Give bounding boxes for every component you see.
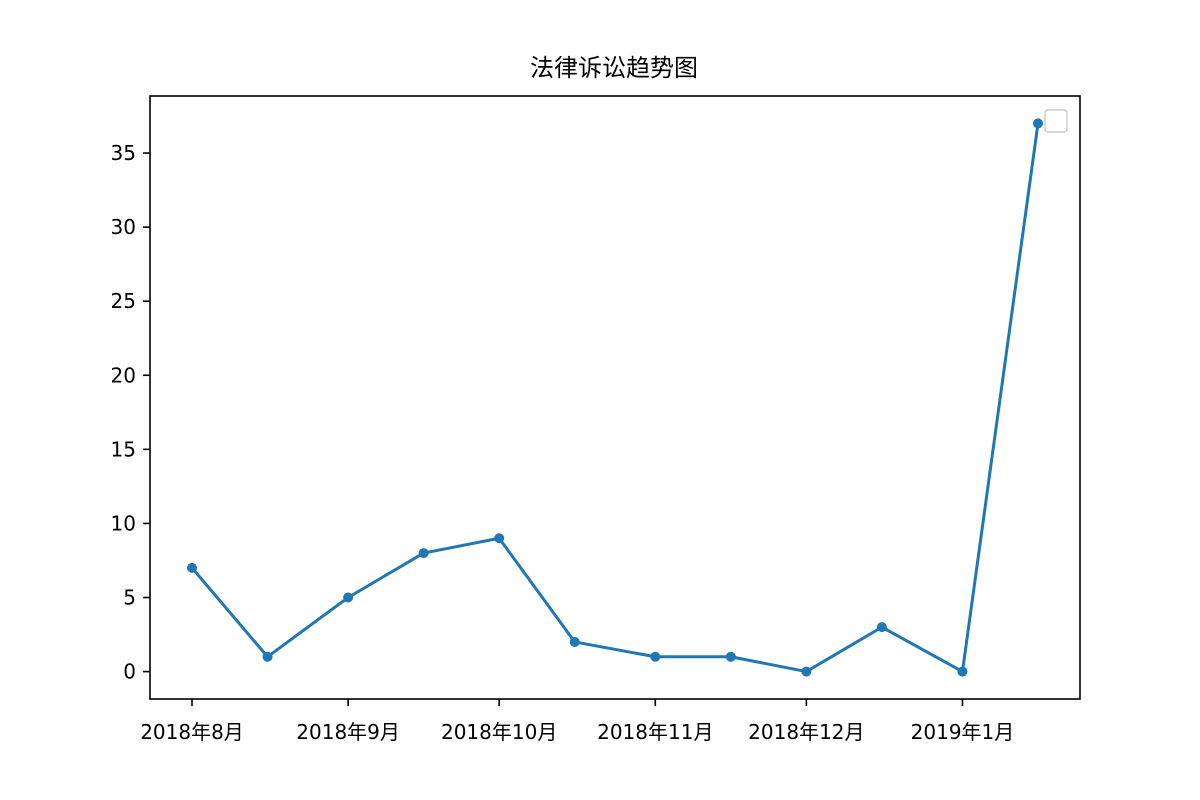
y-tick-label: 30 — [111, 215, 136, 239]
x-tick-label: 2018年10月 — [441, 720, 557, 744]
y-axis: 0 5 10 15 20 25 30 35 — [111, 141, 150, 684]
x-tick: 2018年9月 — [296, 699, 400, 744]
data-point — [1033, 118, 1043, 129]
y-tick-label: 0 — [123, 660, 136, 684]
series-layer — [187, 118, 1043, 677]
chart-title: 法律诉讼趋势图 — [530, 54, 698, 82]
data-point — [262, 651, 273, 662]
x-tick: 2018年10月 — [441, 699, 557, 744]
data-point — [957, 666, 968, 677]
x-axis: 2018年8月 2018年9月 2018年10月 2018年11月 2018年12月 20… — [140, 699, 1014, 744]
data-point — [650, 651, 661, 662]
y-tick: 25 — [111, 289, 150, 313]
x-tick-label: 2018年11月 — [597, 720, 713, 744]
y-tick-label: 15 — [111, 437, 136, 461]
x-tick-label: 2018年12月 — [748, 720, 864, 744]
y-tick-label: 25 — [111, 289, 136, 313]
legend-box — [1044, 109, 1068, 133]
data-point — [569, 636, 580, 647]
data-point — [725, 651, 736, 662]
y-tick-label: 35 — [111, 141, 136, 165]
y-tick: 30 — [111, 215, 150, 239]
y-tick-label: 10 — [111, 511, 136, 535]
data-point — [343, 592, 354, 603]
y-tick: 35 — [111, 141, 150, 165]
x-tick: 2018年8月 — [140, 699, 244, 744]
legend — [1044, 109, 1068, 133]
y-tick: 0 — [123, 660, 150, 684]
x-tick: 2019年1月 — [911, 699, 1015, 744]
x-tick-label: 2018年9月 — [296, 720, 400, 744]
data-point — [494, 533, 505, 544]
x-tick-label: 2018年8月 — [140, 720, 244, 744]
data-point — [801, 666, 812, 677]
y-tick: 20 — [111, 363, 150, 387]
plot-frame — [149, 95, 1081, 700]
data-point — [187, 562, 197, 573]
x-tick-label: 2019年1月 — [911, 720, 1015, 744]
y-tick-label: 20 — [111, 363, 136, 387]
y-tick: 10 — [111, 511, 150, 535]
y-tick: 15 — [111, 437, 150, 461]
series-line — [190, 121, 1040, 674]
data-point — [876, 622, 887, 633]
y-tick: 5 — [123, 586, 150, 610]
data-point — [418, 548, 429, 559]
y-tick-label: 5 — [123, 586, 136, 610]
x-tick: 2018年11月 — [597, 699, 713, 744]
x-tick: 2018年12月 — [748, 699, 865, 744]
